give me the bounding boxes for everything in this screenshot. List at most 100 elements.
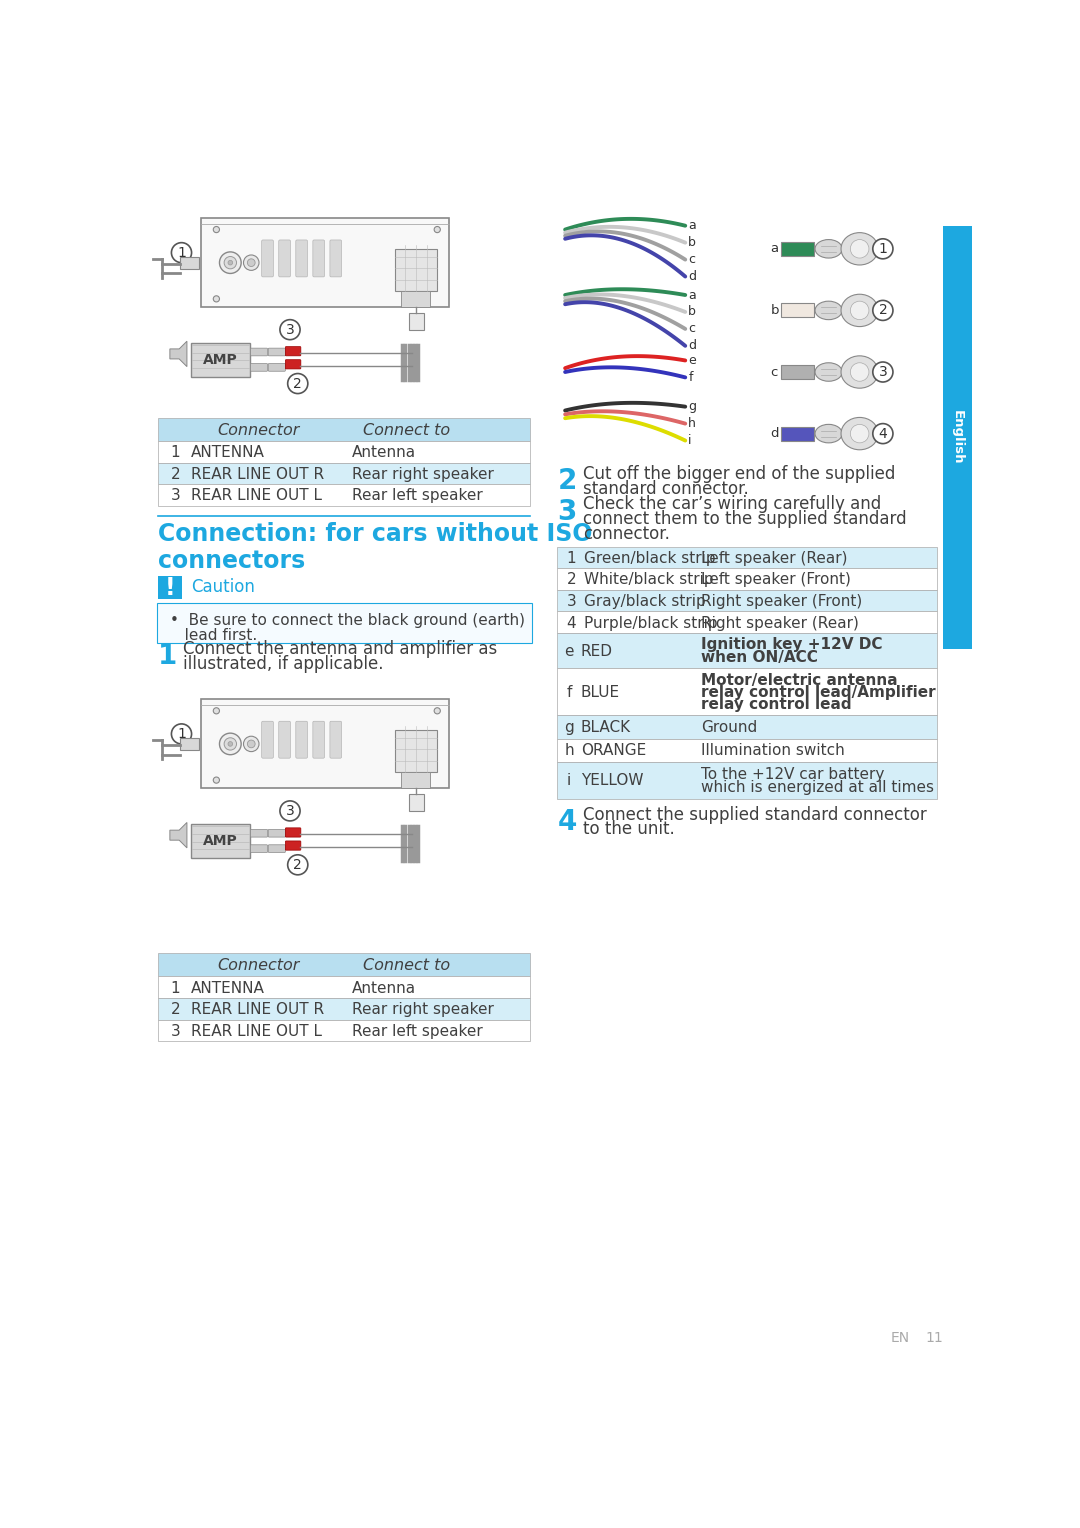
FancyBboxPatch shape (401, 292, 430, 307)
Ellipse shape (815, 362, 842, 382)
FancyBboxPatch shape (268, 830, 285, 837)
FancyBboxPatch shape (159, 463, 530, 484)
Text: when ON/ACC: when ON/ACC (701, 649, 818, 665)
Polygon shape (170, 822, 187, 848)
Text: which is energized at all times: which is energized at all times (701, 779, 934, 795)
Text: Ground: Ground (701, 720, 757, 735)
Text: 1: 1 (567, 552, 576, 565)
Text: !: ! (164, 576, 175, 599)
FancyBboxPatch shape (408, 313, 424, 330)
Text: Gray/black strip: Gray/black strip (584, 594, 706, 610)
Ellipse shape (841, 232, 878, 264)
Text: 1: 1 (171, 445, 180, 460)
Text: 3: 3 (171, 1024, 180, 1039)
Text: 1: 1 (159, 642, 177, 671)
Text: Purple/black strip: Purple/black strip (584, 616, 718, 631)
Circle shape (225, 738, 237, 750)
Text: Connector: Connector (218, 423, 300, 439)
FancyBboxPatch shape (557, 668, 937, 715)
FancyBboxPatch shape (279, 721, 291, 758)
Text: to the unit.: to the unit. (583, 821, 675, 839)
Text: Ignition key +12V DC: Ignition key +12V DC (701, 637, 882, 652)
Text: Rear left speaker: Rear left speaker (352, 1024, 483, 1039)
Circle shape (850, 240, 869, 258)
Circle shape (850, 425, 869, 443)
Ellipse shape (841, 356, 878, 388)
Text: c: c (688, 322, 696, 335)
Text: 1: 1 (171, 981, 180, 996)
Circle shape (172, 724, 191, 744)
Text: AMP: AMP (203, 353, 238, 367)
Text: Left speaker (Front): Left speaker (Front) (701, 573, 851, 587)
Text: 2: 2 (171, 1002, 180, 1018)
FancyBboxPatch shape (781, 365, 814, 379)
Text: Connect the antenna and amplifier as: Connect the antenna and amplifier as (183, 640, 497, 659)
Text: 3: 3 (878, 365, 888, 379)
Text: Caution: Caution (191, 578, 255, 596)
FancyBboxPatch shape (329, 240, 341, 277)
Text: Right speaker (Rear): Right speaker (Rear) (701, 616, 859, 631)
Text: Connect the supplied standard connector: Connect the supplied standard connector (583, 805, 927, 824)
Circle shape (243, 255, 259, 270)
FancyBboxPatch shape (251, 348, 268, 356)
Text: connectors: connectors (159, 549, 306, 573)
Text: e: e (564, 643, 573, 659)
Text: c: c (770, 365, 778, 379)
Text: a: a (688, 219, 697, 232)
Ellipse shape (841, 295, 878, 327)
FancyBboxPatch shape (191, 824, 251, 857)
Text: b: b (688, 237, 697, 249)
Circle shape (228, 741, 232, 746)
Text: 11: 11 (926, 1331, 943, 1345)
FancyBboxPatch shape (557, 761, 937, 799)
FancyBboxPatch shape (781, 426, 814, 440)
FancyBboxPatch shape (313, 240, 324, 277)
FancyBboxPatch shape (268, 348, 285, 356)
Text: connect them to the supplied standard: connect them to the supplied standard (583, 510, 906, 529)
Text: 4: 4 (878, 426, 888, 440)
Text: 4: 4 (557, 808, 577, 836)
FancyBboxPatch shape (394, 730, 437, 773)
Text: ORANGE: ORANGE (581, 743, 646, 758)
FancyBboxPatch shape (157, 604, 531, 643)
FancyBboxPatch shape (251, 364, 268, 371)
FancyBboxPatch shape (285, 828, 301, 837)
FancyBboxPatch shape (329, 721, 341, 758)
Text: Motor/electric antenna: Motor/electric antenna (701, 672, 897, 688)
Text: 4: 4 (567, 616, 576, 631)
Text: REAR LINE OUT L: REAR LINE OUT L (191, 1024, 322, 1039)
Text: d: d (688, 270, 697, 283)
Text: standard connector.: standard connector. (583, 480, 748, 498)
FancyBboxPatch shape (557, 611, 937, 633)
FancyBboxPatch shape (296, 721, 308, 758)
Polygon shape (170, 341, 187, 367)
Text: YELLOW: YELLOW (581, 773, 643, 788)
Text: Check the car’s wiring carefully and: Check the car’s wiring carefully and (583, 495, 881, 513)
Circle shape (850, 362, 869, 382)
Text: 1: 1 (878, 241, 888, 255)
Text: c: c (688, 254, 696, 266)
Circle shape (873, 362, 893, 382)
Circle shape (213, 778, 219, 784)
FancyBboxPatch shape (251, 845, 268, 853)
Text: Cut off the bigger end of the supplied: Cut off the bigger end of the supplied (583, 466, 895, 483)
Text: Rear left speaker: Rear left speaker (352, 489, 483, 504)
Circle shape (228, 260, 232, 264)
Circle shape (225, 257, 237, 269)
Circle shape (873, 301, 893, 321)
Text: AMP: AMP (203, 834, 238, 848)
FancyBboxPatch shape (251, 830, 268, 837)
Circle shape (873, 423, 893, 443)
Text: lead first.: lead first. (170, 628, 257, 643)
Text: REAR LINE OUT R: REAR LINE OUT R (191, 468, 324, 481)
Circle shape (219, 252, 241, 274)
Text: a: a (688, 289, 697, 301)
Circle shape (213, 226, 219, 232)
Circle shape (287, 373, 308, 394)
FancyBboxPatch shape (268, 364, 285, 371)
FancyBboxPatch shape (159, 576, 181, 599)
Text: g: g (564, 720, 573, 735)
Circle shape (873, 238, 893, 258)
Text: h: h (564, 743, 573, 758)
Text: 3: 3 (557, 498, 577, 526)
